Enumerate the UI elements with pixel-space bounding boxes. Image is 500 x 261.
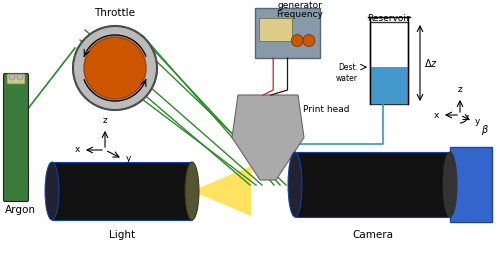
FancyBboxPatch shape: [255, 8, 320, 58]
Ellipse shape: [185, 162, 199, 220]
Text: generator: generator: [277, 1, 322, 10]
FancyBboxPatch shape: [295, 152, 450, 217]
Text: x: x: [434, 110, 439, 120]
Text: Throttle: Throttle: [94, 8, 136, 18]
Text: Frequency: Frequency: [276, 10, 323, 19]
Text: z: z: [458, 85, 462, 94]
FancyBboxPatch shape: [52, 162, 192, 220]
Text: y: y: [474, 117, 480, 126]
Circle shape: [73, 26, 157, 110]
Text: Light: Light: [109, 230, 135, 240]
Bar: [370, 22, 408, 104]
Circle shape: [9, 74, 15, 80]
Ellipse shape: [288, 152, 302, 217]
Text: Argon: Argon: [5, 205, 36, 215]
Text: $\Delta z$: $\Delta z$: [424, 57, 438, 69]
Polygon shape: [232, 95, 304, 180]
Text: Camera: Camera: [352, 230, 393, 240]
Text: Print head: Print head: [303, 105, 350, 114]
FancyBboxPatch shape: [450, 147, 492, 222]
Circle shape: [291, 34, 303, 46]
Circle shape: [303, 34, 315, 46]
Circle shape: [84, 37, 146, 99]
Text: z: z: [102, 116, 108, 125]
FancyBboxPatch shape: [4, 74, 28, 201]
Text: Dest.
water: Dest. water: [336, 63, 358, 82]
Ellipse shape: [443, 152, 457, 217]
Circle shape: [17, 74, 23, 80]
Text: $\beta$: $\beta$: [480, 123, 488, 137]
Text: Reservoir: Reservoir: [368, 14, 410, 23]
FancyBboxPatch shape: [259, 18, 292, 40]
Ellipse shape: [45, 162, 59, 220]
Bar: [370, 67, 408, 104]
FancyBboxPatch shape: [7, 74, 25, 84]
Text: x: x: [74, 145, 80, 155]
Polygon shape: [192, 166, 251, 216]
Text: y: y: [126, 154, 131, 163]
